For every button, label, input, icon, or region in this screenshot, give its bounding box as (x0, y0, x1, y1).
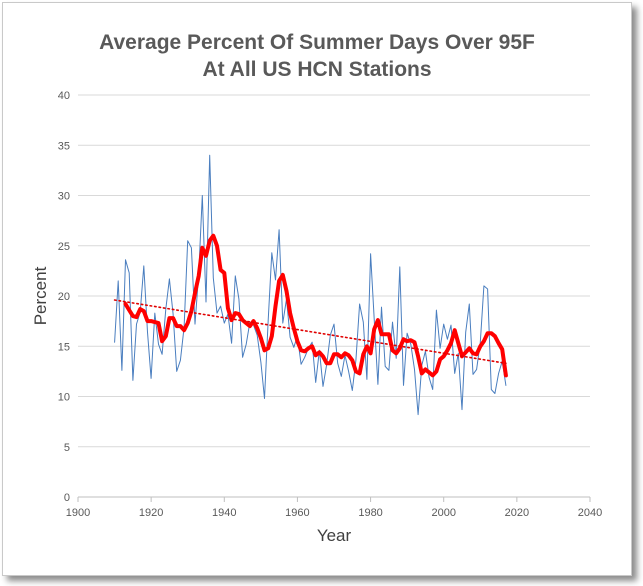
annual-series-line (114, 154, 507, 416)
x-tick-label-2000: 2000 (431, 507, 455, 519)
x-tick-label-1940: 1940 (212, 507, 236, 519)
y-tick-label-5: 5 (64, 442, 70, 454)
x-tick-label-1960: 1960 (285, 507, 309, 519)
x-tick-label-1900: 1900 (66, 507, 90, 519)
chart-title-line-1: Average Percent Of Summer Days Over 95F (99, 31, 535, 54)
y-tick-label-35: 35 (58, 140, 70, 152)
y-tick-label-40: 40 (58, 90, 70, 102)
chart-frame: Average Percent Of Summer Days Over 95F … (2, 2, 632, 576)
x-tick-label-1920: 1920 (139, 507, 163, 519)
y-tick-label-15: 15 (58, 341, 70, 353)
y-tick-label-30: 30 (58, 191, 70, 203)
x-tick-label-2020: 2020 (505, 507, 529, 519)
line-chart: 0 5 10 15 20 25 30 35 40 1900 1920 1940 1960 1980 2000… (31, 90, 602, 545)
y-tick-label-20: 20 (58, 291, 70, 303)
y-tick-label-0: 0 (64, 492, 70, 504)
chart-title: Average Percent Of Summer Days Over 95F … (3, 29, 631, 83)
y-tick-label-10: 10 (58, 392, 70, 404)
y-axis-title: Percent (31, 266, 50, 325)
x-tick-label-1980: 1980 (358, 507, 382, 519)
x-axis-title: Year (317, 526, 352, 545)
running-mean-line (123, 233, 508, 378)
y-tick-label-25: 25 (58, 241, 70, 253)
trend-line (113, 299, 507, 365)
x-tick-label-2040: 2040 (578, 507, 602, 519)
chart-title-line-2: At All US HCN Stations (202, 58, 432, 81)
